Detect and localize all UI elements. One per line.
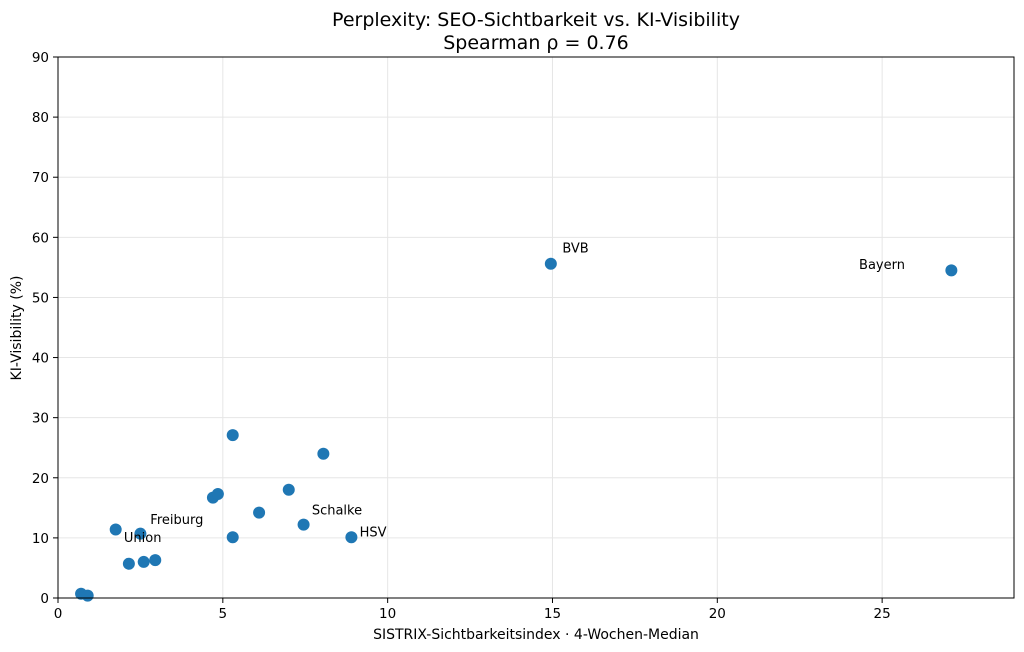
data-point [282,483,295,496]
chart-title: Perplexity: SEO-Sichtbarkeit vs. KI-Visi… [332,9,740,31]
annotations: BVB Bayern Schalke HSV Freiburg Union [124,241,905,546]
data-point [544,257,557,270]
x-axis-label: SISTRIX-Sichtbarkeitsindex · 4-Wochen-Me… [373,627,699,643]
data-point [137,555,150,568]
data-point [226,429,239,442]
data-point [317,447,330,460]
y-tick-label: 80 [32,110,49,126]
data-points [75,257,958,602]
point-label: HSV [360,526,387,541]
point-label: Union [124,531,162,546]
chart-subtitle: Spearman ρ = 0.76 [443,32,629,54]
data-point [345,531,358,544]
data-point [122,557,135,570]
y-tick-label: 0 [40,591,49,607]
data-point [945,264,958,277]
y-tick-label: 90 [32,50,49,66]
point-label: Bayern [859,258,905,273]
data-point [109,523,122,536]
x-tick-label: 20 [709,606,726,622]
y-tick-label: 30 [32,411,49,427]
axis-ticks: 0 5 10 15 20 25 0 10 20 30 40 50 60 70 80 90 [32,50,891,622]
data-point [211,488,224,501]
data-point [134,527,147,540]
y-tick-label: 70 [32,170,49,186]
grid [57,56,1014,599]
data-point [253,506,266,519]
data-point [149,554,162,567]
plot-frame [57,56,1015,599]
y-axis-label: KI-Visibility (%) [9,276,25,381]
x-tick-label: 15 [544,606,561,622]
point-label: BVB [562,241,588,256]
x-tick-label: 0 [54,606,63,622]
y-tick-label: 10 [32,531,49,547]
data-point [226,531,239,544]
data-point [297,518,310,531]
y-tick-label: 20 [32,471,49,487]
point-label: Freiburg [150,513,203,528]
y-tick-label: 60 [32,230,49,246]
x-tick-label: 25 [874,606,891,622]
y-tick-label: 40 [32,351,49,367]
data-point [81,589,94,602]
y-tick-label: 50 [32,290,49,306]
point-label: Schalke [312,503,362,518]
x-tick-label: 10 [379,606,396,622]
x-tick-label: 5 [219,606,228,622]
